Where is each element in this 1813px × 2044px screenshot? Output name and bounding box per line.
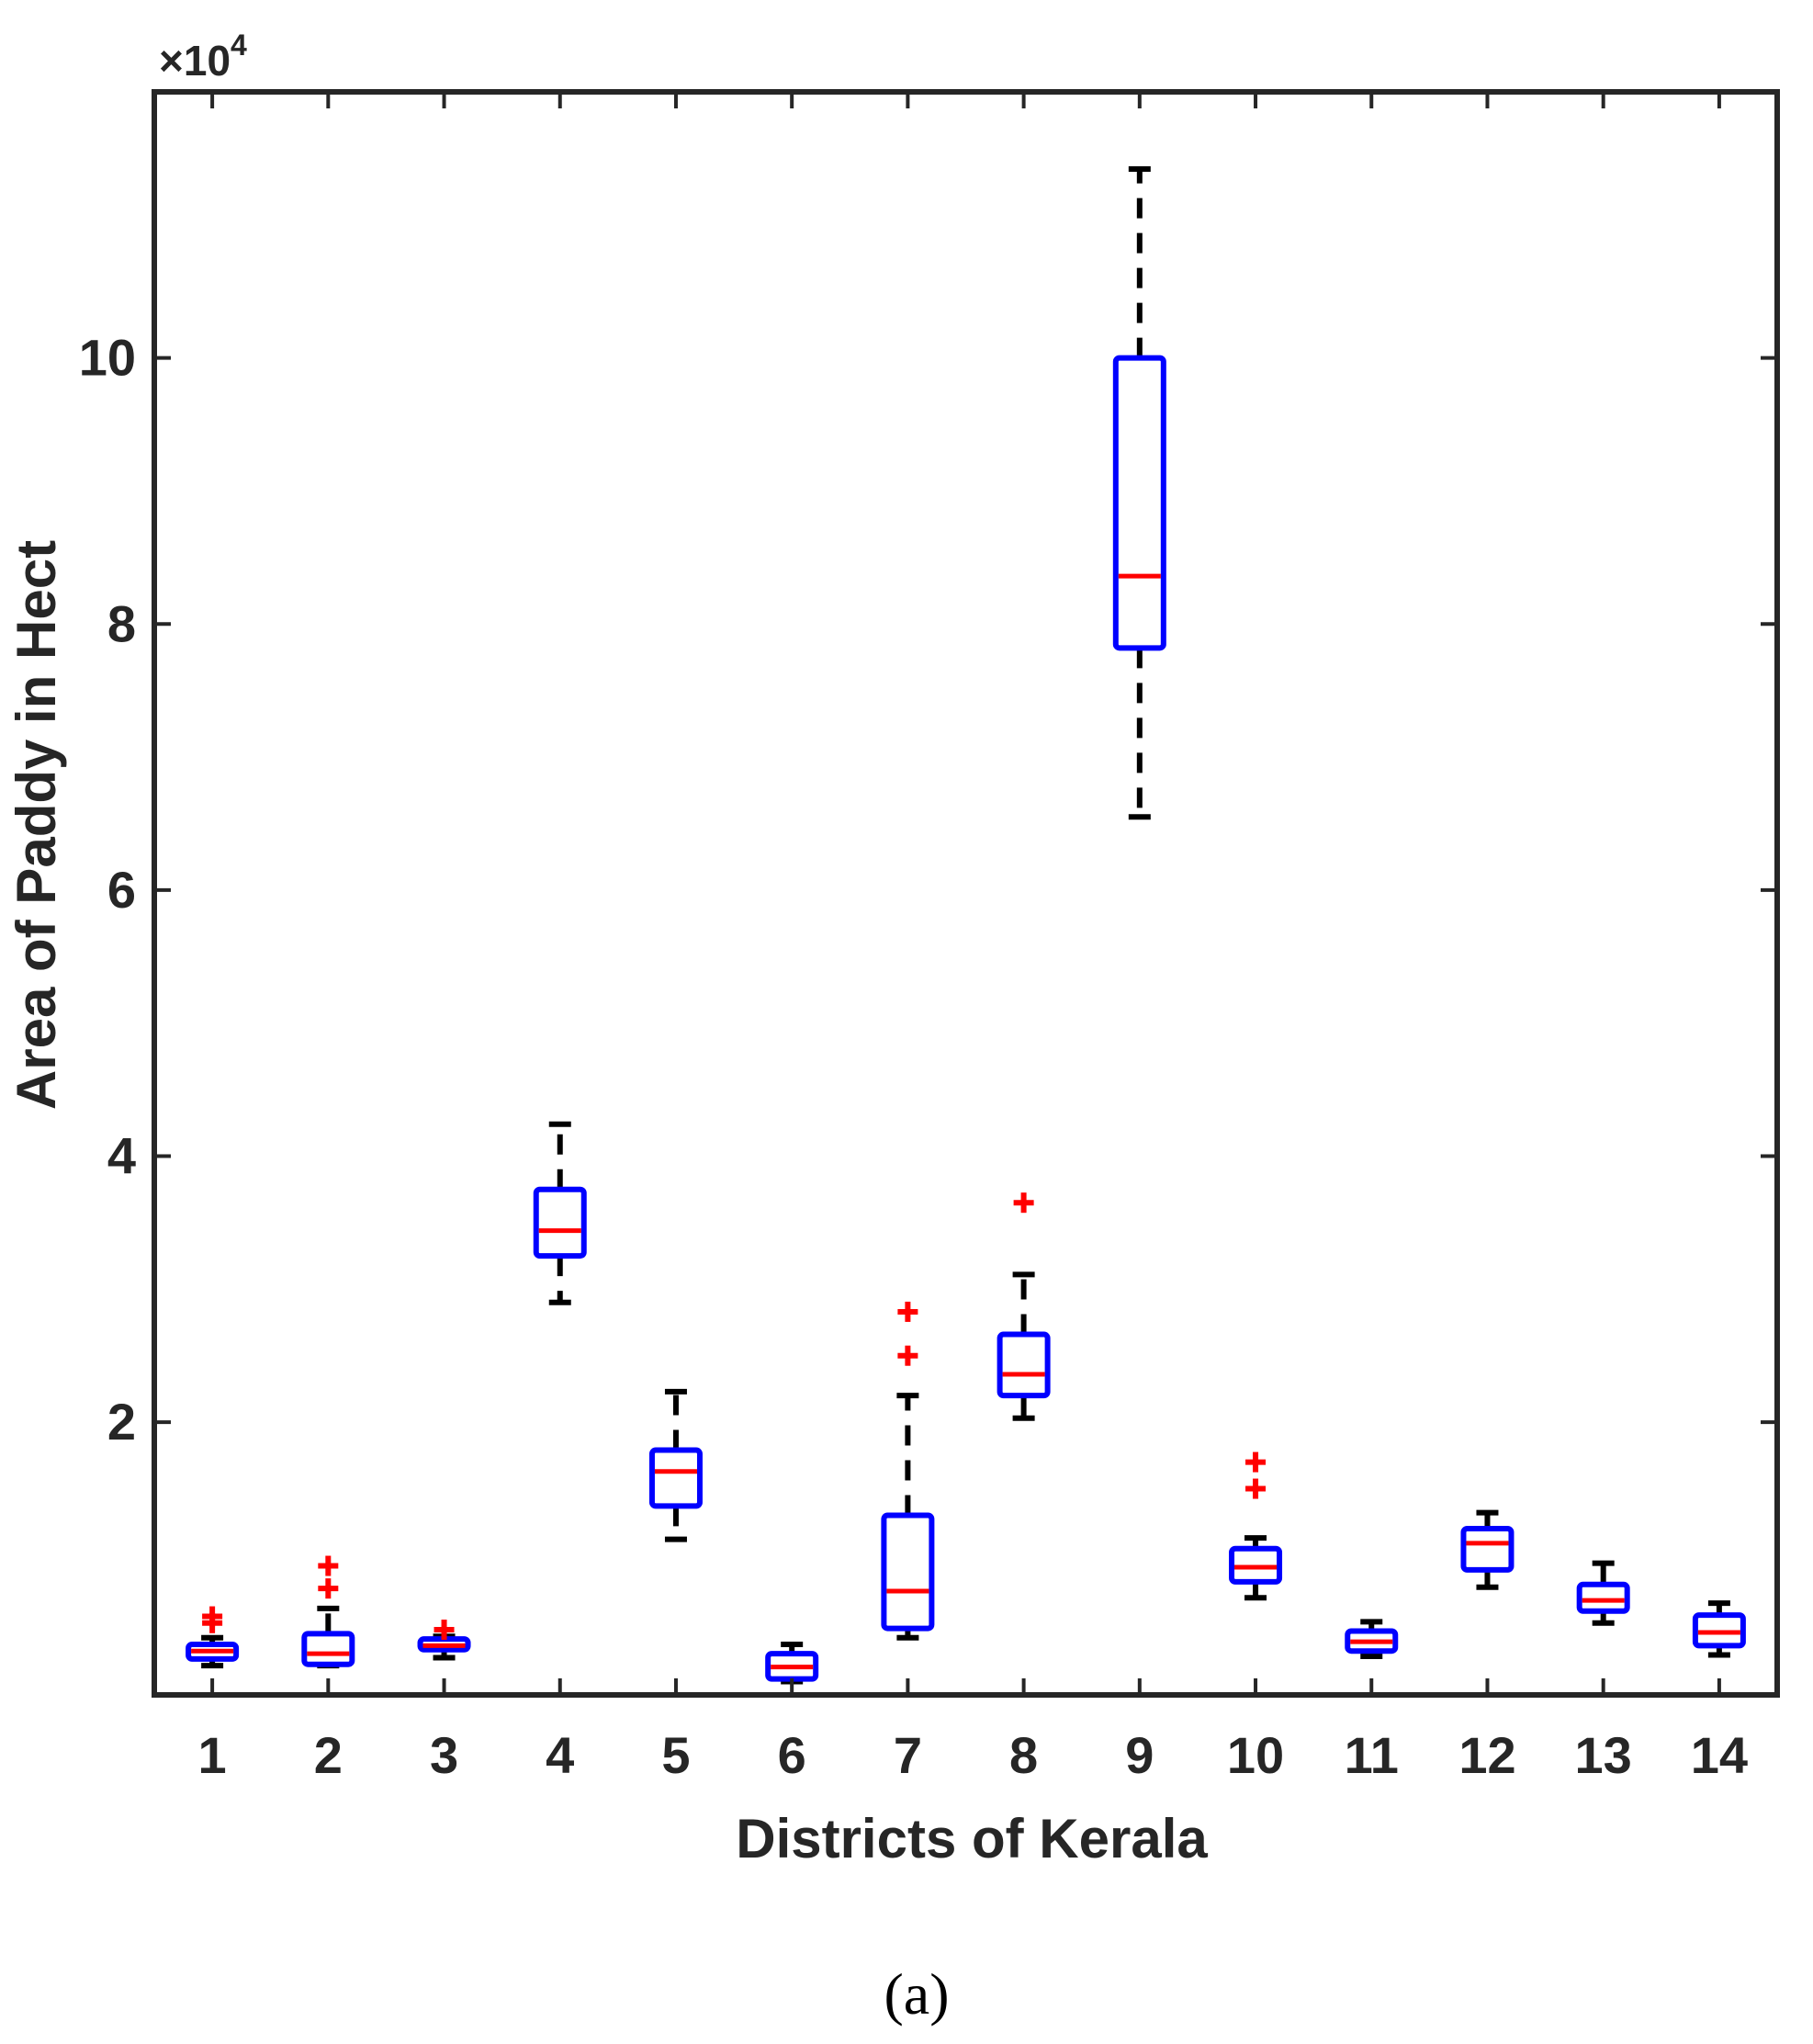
exponent-power: 4 <box>231 28 247 62</box>
outlier-marker <box>1013 1192 1034 1214</box>
box-district-8 <box>997 1192 1051 1421</box>
x-tick-label: 1 <box>198 1726 227 1784</box>
x-tick-label: 9 <box>1125 1726 1154 1784</box>
y-tick-label: 4 <box>107 1127 136 1185</box>
x-tick-label: 13 <box>1575 1726 1632 1784</box>
box-district-5 <box>648 1388 703 1542</box>
exponent-base: ×10 <box>159 37 231 85</box>
x-tick-label: 11 <box>1345 1726 1399 1784</box>
iqr-box <box>301 1631 355 1667</box>
box-district-2 <box>301 1555 355 1669</box>
box-district-14 <box>1692 1600 1746 1658</box>
box-district-7 <box>881 1301 935 1641</box>
y-axis-ticks: 2 4 6 8 10 <box>79 329 1777 1451</box>
iqr-box <box>1576 1581 1630 1614</box>
box-district-11 <box>1345 1619 1399 1660</box>
box-district-6 <box>765 1641 819 1685</box>
iqr-box <box>1460 1525 1515 1573</box>
x-tick-label: 3 <box>430 1726 458 1784</box>
iqr-box <box>1112 355 1166 651</box>
box-district-4 <box>533 1121 587 1305</box>
y-axis-label: Area of Paddy in Hect <box>6 540 67 1110</box>
outlier-marker <box>318 1555 339 1576</box>
y-tick-label: 2 <box>107 1393 136 1451</box>
box-district-12 <box>1460 1509 1515 1590</box>
outlier-marker <box>434 1620 455 1641</box>
outlier-marker <box>318 1578 339 1599</box>
box-district-13 <box>1576 1560 1630 1626</box>
x-tick-label: 4 <box>546 1726 574 1784</box>
outlier-marker <box>897 1301 918 1322</box>
x-tick-label: 14 <box>1691 1726 1748 1784</box>
box-district-3 <box>417 1620 471 1661</box>
figure-caption: (a) <box>884 1961 949 2027</box>
exponent-label: ×104 <box>159 28 247 85</box>
outlier-marker <box>1245 1478 1267 1499</box>
iqr-box <box>997 1331 1051 1399</box>
x-tick-label: 7 <box>894 1726 922 1784</box>
x-axis-ticks: 1 2 3 4 5 6 7 8 9 10 11 12 13 14 <box>198 92 1748 1784</box>
iqr-box <box>881 1512 935 1632</box>
y-tick-label: 8 <box>107 594 136 652</box>
iqr-box <box>648 1447 703 1509</box>
x-tick-label: 8 <box>1009 1726 1038 1784</box>
plot-frame <box>152 89 1780 1698</box>
x-tick-label: 12 <box>1458 1726 1515 1784</box>
x-tick-label: 6 <box>778 1726 806 1784</box>
x-tick-label: 10 <box>1227 1726 1284 1784</box>
x-tick-label: 2 <box>314 1726 343 1784</box>
outlier-marker <box>897 1345 918 1366</box>
box-district-9 <box>1112 165 1166 820</box>
box-district-1 <box>186 1606 240 1669</box>
y-tick-label: 10 <box>79 329 136 387</box>
y-tick-label: 6 <box>107 861 136 919</box>
x-axis-label: Districts of Kerala <box>736 1808 1208 1869</box>
x-tick-label: 5 <box>661 1726 690 1784</box>
plot-marks <box>186 165 1746 1685</box>
iqr-box <box>533 1186 587 1259</box>
outlier-marker <box>202 1606 223 1627</box>
box-district-10 <box>1229 1451 1283 1601</box>
outlier-marker <box>1245 1451 1267 1473</box>
